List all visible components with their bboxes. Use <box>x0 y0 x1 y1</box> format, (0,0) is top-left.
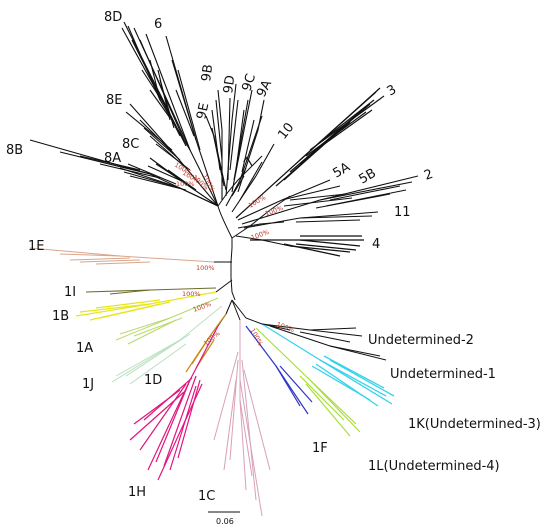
bootstrap-label: 100% <box>182 290 201 298</box>
scale-bar-label: 0.06 <box>216 517 234 526</box>
bootstrap-label: 100% <box>264 204 284 218</box>
clade-3-branches <box>235 87 385 219</box>
clade-label-1I: 1I <box>64 285 76 300</box>
bootstrap-label: 100% <box>176 180 195 188</box>
clade-8C-branches <box>147 157 219 207</box>
clade-undetermined-2-branches <box>261 323 363 343</box>
clade-label-1C: 1C <box>198 489 215 504</box>
clade-1B-branches <box>75 291 217 321</box>
clade-1K-branches <box>261 323 395 407</box>
clade-undetermined-1-branches <box>269 325 387 361</box>
clade-10-branches <box>231 143 275 213</box>
clade-label-8C: 8C <box>122 137 139 152</box>
clade-label-9C: 9C <box>240 72 260 93</box>
clade-6-branches <box>165 35 219 207</box>
clade-1C-branches <box>213 320 271 517</box>
clade-1E-branches <box>29 247 215 265</box>
clade-label-5B: 5B <box>357 166 379 188</box>
clade-11-branches <box>243 211 379 229</box>
clade-label-9E: 9E <box>194 102 212 121</box>
clade-label-4: 4 <box>372 237 380 252</box>
bootstrap-label: 100% <box>196 264 215 272</box>
clade-label-1E: 1E <box>28 239 45 254</box>
clade-label-3: 3 <box>385 82 400 99</box>
clade-1H-branches <box>129 325 219 481</box>
bootstrap-label: 100% <box>275 320 295 334</box>
clade-label-undetermined-2: Undetermined-2 <box>368 333 474 348</box>
bootstrap-label: 100% <box>248 327 264 347</box>
clade-label-6: 6 <box>154 17 162 32</box>
clade-label-11: 11 <box>394 205 411 220</box>
clade-1F-branches <box>245 325 313 415</box>
clade-label-undetermined-1: Undetermined-1 <box>390 367 496 382</box>
bootstrap-label: 100% <box>192 300 212 314</box>
clade-9-branches <box>205 83 265 200</box>
clade-label-8D: 8D <box>104 10 122 25</box>
clade-1L-branches <box>255 327 361 437</box>
clade-label-1H: 1H <box>128 485 146 500</box>
clade-8D-branches <box>121 21 219 207</box>
clade-label-9A: 9A <box>254 78 275 100</box>
bootstrap-label: 100% <box>202 329 221 347</box>
clade-1A-branches <box>115 297 219 345</box>
clade-label-1F: 1F <box>312 441 328 456</box>
clade-label-1J: 1J <box>82 377 94 392</box>
clade-7-branches <box>225 167 247 207</box>
clade-label-8B: 8B <box>6 143 23 158</box>
scale-bar: 0.06 <box>208 511 240 526</box>
clade-label-undetermined-4: 1L(Undetermined-4) <box>368 459 500 474</box>
clade-1I-branches <box>85 287 217 295</box>
clade-8E-branches <box>125 103 219 207</box>
clade-label-1B: 1B <box>52 309 69 324</box>
clade-4-branches <box>250 235 364 257</box>
bootstrap-labels: 100% 100% 100% 100% 100% 100% 100% 100% … <box>173 161 296 348</box>
clade-label-5A: 5A <box>331 160 353 182</box>
clade-label-2: 2 <box>422 167 435 184</box>
clade-label-9D: 9D <box>221 74 238 94</box>
clade-label-10: 10 <box>275 120 297 142</box>
bootstrap-label: 100% <box>247 194 267 210</box>
clade-2-branches <box>241 175 419 225</box>
clade-label-1D: 1D <box>144 373 162 388</box>
clade-label-8E: 8E <box>106 93 123 108</box>
clade-8B-branches <box>29 139 219 207</box>
clade-label-undetermined-3: 1K(Undetermined-3) <box>408 417 541 432</box>
clade-1J-branches <box>111 305 223 385</box>
clade-5-branches <box>237 179 353 221</box>
clade-label-9B: 9B <box>199 63 216 82</box>
clade-label-8A: 8A <box>104 151 121 166</box>
clade-label-1A: 1A <box>76 341 93 356</box>
clade-labels: 8D 6 9B 9D 9C 9A 8E 9E 3 10 8C 7 8A 8B 5… <box>6 10 541 504</box>
